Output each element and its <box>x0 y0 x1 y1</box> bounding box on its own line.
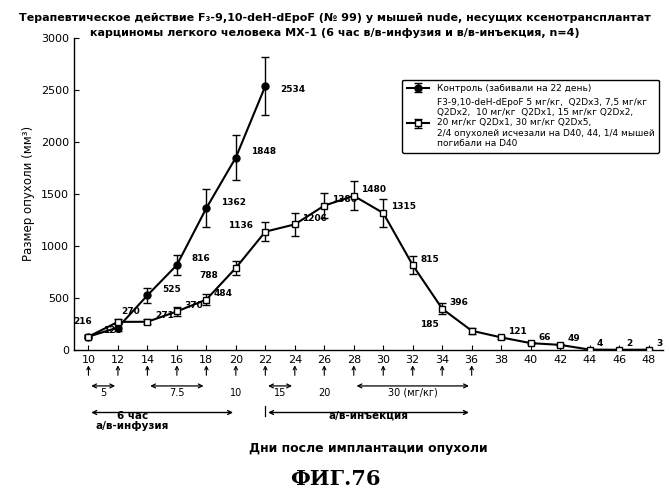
Text: 2534: 2534 <box>280 86 306 94</box>
Text: 271: 271 <box>155 311 174 320</box>
Text: 3: 3 <box>656 339 662 348</box>
Text: 1362: 1362 <box>221 198 246 206</box>
Text: 370: 370 <box>184 301 203 310</box>
Text: 2: 2 <box>626 339 632 348</box>
Text: 185: 185 <box>420 320 439 329</box>
Text: Терапевтическое действие F₃-9,10-deH-dEpoF (№ 99) у мышей nude, несущих ксенотра: Терапевтическое действие F₃-9,10-deH-dEp… <box>19 12 651 22</box>
Text: 396: 396 <box>450 298 468 307</box>
Legend: Контроль (забивали на 22 день), F3-9,10-deH-dEpoF 5 мг/кг,  Q2Dx3, 7,5 мг/кг
Q2D: Контроль (забивали на 22 день), F3-9,10-… <box>402 80 659 152</box>
Text: 128: 128 <box>103 326 122 335</box>
Text: а/в-инъекция: а/в-инъекция <box>328 411 409 421</box>
Text: 788: 788 <box>199 272 218 280</box>
Text: 1386: 1386 <box>332 195 356 204</box>
Y-axis label: Размер опухоли (мм³): Размер опухоли (мм³) <box>22 126 35 262</box>
Text: 20: 20 <box>318 388 330 398</box>
Text: 815: 815 <box>420 254 439 264</box>
Text: 10: 10 <box>230 388 242 398</box>
Text: 7.5: 7.5 <box>169 388 185 398</box>
Text: 1315: 1315 <box>391 202 415 211</box>
Text: 121: 121 <box>509 327 527 336</box>
Text: 15: 15 <box>274 388 286 398</box>
Text: 1136: 1136 <box>228 221 253 230</box>
Text: 30 (мг/кг): 30 (мг/кг) <box>388 388 438 398</box>
Text: а/в-инфузия: а/в-инфузия <box>96 421 170 431</box>
Text: 525: 525 <box>162 284 181 294</box>
Text: ФИГ.76: ФИГ.76 <box>289 469 381 489</box>
Text: 66: 66 <box>538 332 551 342</box>
Text: 270: 270 <box>121 306 139 316</box>
Text: 484: 484 <box>214 289 232 298</box>
Text: 816: 816 <box>192 254 210 264</box>
Text: 6 час: 6 час <box>117 411 148 421</box>
Text: 49: 49 <box>567 334 580 344</box>
Text: 216: 216 <box>74 317 92 326</box>
Text: 4: 4 <box>597 339 604 348</box>
Text: карциномы легкого человека МХ-1 (6 час в/в-инфузия и в/в-инъекция, n=4): карциномы легкого человека МХ-1 (6 час в… <box>90 28 580 38</box>
Text: 1848: 1848 <box>251 147 276 156</box>
Text: 1206: 1206 <box>302 214 327 223</box>
Text: 1480: 1480 <box>361 186 386 194</box>
Text: Дни после имплантации опухоли: Дни после имплантации опухоли <box>249 442 488 455</box>
Text: 5: 5 <box>100 388 107 398</box>
